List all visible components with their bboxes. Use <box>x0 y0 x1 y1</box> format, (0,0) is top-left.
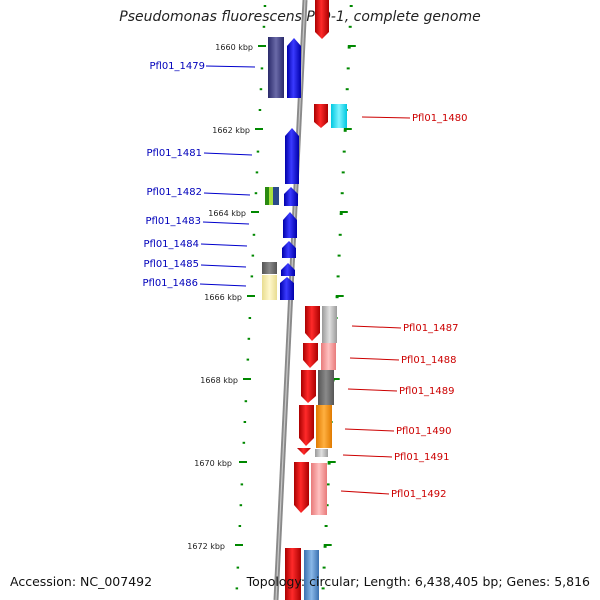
tick-label-1672: 1672 kbp <box>187 542 225 551</box>
tick-label-1670: 1670 kbp <box>194 459 232 468</box>
gene-label-1479: Pfl01_1479 <box>149 61 205 72</box>
gene-label-1492: Pfl01_1492 <box>391 489 447 500</box>
leader-1479 <box>205 65 256 68</box>
gene-label-1489: Pfl01_1489 <box>399 386 455 397</box>
gene-1487-feature <box>322 306 337 343</box>
gene-1481-arrow <box>285 128 299 184</box>
accession-text: Accession: NC_007492 <box>10 574 153 589</box>
gene-label-1482: Pfl01_1482 <box>146 187 202 198</box>
leader-1491 <box>342 454 393 458</box>
gene-label-1484: Pfl01_1484 <box>143 239 199 250</box>
gene-bottom-feature <box>304 550 319 600</box>
gene-1482-arrow <box>284 187 298 206</box>
gene-1484-arrow <box>282 241 296 258</box>
gene-1492-arrow <box>294 462 309 513</box>
gene-1482-feature-c <box>273 187 279 205</box>
right-label-leaders <box>340 116 411 495</box>
leader-1484 <box>200 243 248 247</box>
leader-1480 <box>361 116 411 119</box>
leader-1489 <box>347 388 398 392</box>
left-label-leaders <box>199 65 256 287</box>
gene-label-1480: Pfl01_1480 <box>412 113 468 124</box>
right-gene-labels: Pfl01_1480 Pfl01_1487 Pfl01_1488 Pfl01_1… <box>391 113 468 500</box>
tick-label-1664: 1664 kbp <box>208 209 246 218</box>
gene-1486-feature <box>262 275 277 300</box>
gene-1488-feature <box>321 343 336 370</box>
leader-1492 <box>340 490 390 495</box>
gene-label-1485: Pfl01_1485 <box>143 259 199 270</box>
gene-label-1481: Pfl01_1481 <box>146 148 202 159</box>
left-gene-labels: Pfl01_1479 Pfl01_1481 Pfl01_1482 Pfl01_1… <box>142 61 205 289</box>
gene-1485-arrow <box>281 263 295 276</box>
gene-1489-feature <box>318 370 334 405</box>
gene-1483-arrow <box>283 212 297 238</box>
leader-1485 <box>200 264 247 268</box>
gene-1479-arrow <box>287 38 301 98</box>
tick-track-left <box>235 5 267 590</box>
leader-1483 <box>202 221 250 225</box>
genome-summary-text: Topology: circular; Length: 6,438,405 bp… <box>246 574 590 589</box>
reverse-genes <box>285 0 347 600</box>
gene-1480-arrow <box>314 104 328 128</box>
gene-1486-arrow <box>280 277 294 300</box>
gene-1490-feature <box>316 405 332 448</box>
leader-1488 <box>349 357 400 361</box>
gene-1489-arrow <box>301 370 316 403</box>
gene-1488-arrow <box>303 343 318 368</box>
gene-top-arrow <box>315 0 329 39</box>
gene-1487-arrow <box>305 306 320 341</box>
leader-1486 <box>199 283 247 287</box>
gene-label-1490: Pfl01_1490 <box>396 426 452 437</box>
gene-1480-feature <box>331 104 347 128</box>
tick-label-1660: 1660 kbp <box>215 43 253 52</box>
gene-1482-feature-a <box>265 187 269 205</box>
map-title: Pseudomonas fluorescens PfO-1, complete … <box>119 9 481 25</box>
gene-label-1488: Pfl01_1488 <box>401 355 457 366</box>
gene-bottom-arrow <box>285 548 301 600</box>
tick-label-1666: 1666 kbp <box>204 293 242 302</box>
gene-1492-feature <box>311 463 327 515</box>
major-ticks: 1660 kbp 1662 kbp 1664 kbp 1666 kbp 1668… <box>187 43 266 551</box>
leader-1482 <box>203 192 251 196</box>
tick-label-1668: 1668 kbp <box>200 376 238 385</box>
leader-1487 <box>351 325 402 329</box>
leader-1490 <box>344 428 395 432</box>
gene-label-1487: Pfl01_1487 <box>403 323 459 334</box>
gene-1491-feature <box>315 449 328 457</box>
leader-1481 <box>203 152 253 156</box>
forward-genes <box>262 37 301 300</box>
gene-1479-feature <box>268 37 284 98</box>
gene-label-1491: Pfl01_1491 <box>394 452 450 463</box>
gene-1490-arrow <box>299 405 314 446</box>
gene-label-1486: Pfl01_1486 <box>142 278 198 289</box>
gene-label-1483: Pfl01_1483 <box>145 216 201 227</box>
gene-1485-feature <box>262 262 277 274</box>
gene-1482-feature-b <box>269 187 273 205</box>
gene-1491-arrow <box>297 448 311 455</box>
tick-label-1662: 1662 kbp <box>212 126 250 135</box>
